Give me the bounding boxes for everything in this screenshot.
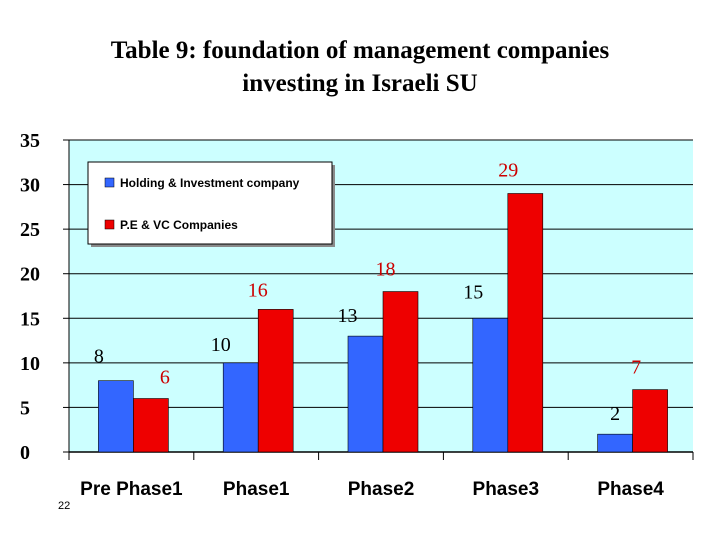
data-label: 7 bbox=[631, 357, 641, 379]
x-category-label: Pre Phase1 bbox=[80, 479, 183, 500]
data-label: 29 bbox=[498, 159, 518, 181]
legend-label: P.E & VC Companies bbox=[120, 218, 238, 232]
y-tick-label: 5 bbox=[20, 397, 30, 419]
x-category-label: Phase4 bbox=[597, 479, 664, 500]
bar-pe-vc bbox=[382, 291, 419, 453]
data-label: 2 bbox=[610, 403, 620, 425]
x-category-label: Phase2 bbox=[348, 479, 415, 500]
y-tick-label: 25 bbox=[20, 219, 40, 241]
bar-pe-vc bbox=[257, 309, 294, 453]
bar-pe-vc bbox=[507, 193, 544, 453]
data-label: 13 bbox=[338, 305, 358, 327]
bar-holding-investment bbox=[347, 335, 384, 453]
bar-pe-vc bbox=[133, 398, 169, 453]
y-tick-label: 20 bbox=[20, 264, 40, 286]
bar-holding-investment bbox=[222, 362, 259, 453]
y-tick-label: 10 bbox=[20, 353, 40, 375]
data-label: 6 bbox=[160, 367, 170, 389]
y-tick-label: 15 bbox=[20, 308, 40, 330]
chart-title-line2: investing in Israeli SU bbox=[242, 70, 478, 97]
page-number: 22 bbox=[58, 500, 71, 512]
y-tick-label: 0 bbox=[20, 442, 30, 464]
chart-title: Table 9: foundation of management compan… bbox=[0, 34, 720, 100]
legend-label: Holding & Investment company bbox=[120, 176, 300, 190]
data-label: 10 bbox=[211, 334, 231, 356]
y-tick-label: 30 bbox=[20, 175, 40, 197]
x-category-label: Phase1 bbox=[223, 479, 290, 500]
y-tick-label: 35 bbox=[20, 130, 40, 152]
data-label: 16 bbox=[248, 279, 268, 301]
bar-holding-investment bbox=[472, 317, 509, 453]
data-label: 15 bbox=[463, 281, 483, 303]
bar-pe-vc bbox=[632, 389, 668, 453]
chart-title-line1: Table 9: foundation of management compan… bbox=[110, 37, 610, 64]
data-label: 18 bbox=[376, 259, 396, 281]
bar-holding-investment bbox=[98, 380, 134, 453]
x-category-label: Phase3 bbox=[473, 479, 540, 500]
data-label: 8 bbox=[94, 346, 104, 368]
legend-swatch bbox=[104, 219, 115, 230]
legend-swatch bbox=[104, 177, 115, 188]
bar-holding-investment bbox=[597, 433, 633, 453]
legend bbox=[87, 161, 333, 245]
